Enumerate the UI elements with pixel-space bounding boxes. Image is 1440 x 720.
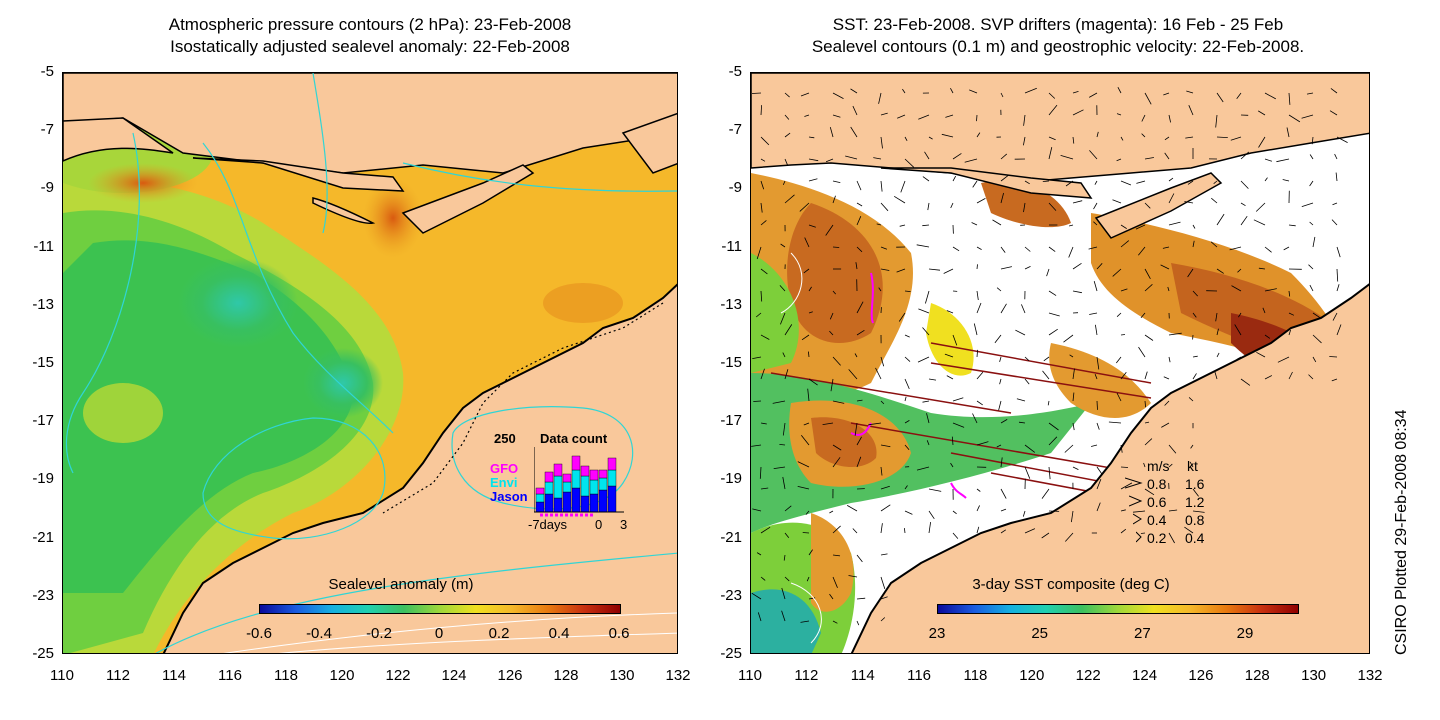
velocity-legend-header-kt: kt [1187,458,1198,474]
right-x-tick-1: 112 [794,667,819,684]
right-title-line2: Sealevel contours (0.1 m) and geostrophi… [811,37,1305,56]
right-x-tick-11: 132 [1357,667,1383,684]
right-title-line1: SST: 23-Feb-2008. SVP drifters (magenta)… [832,15,1284,34]
right-x-tick-7: 124 [1132,667,1158,684]
left-y-tick-8: -21 [32,528,54,546]
left-title-line1: Atmospheric pressure contours (2 hPa): 2… [168,15,572,34]
right-y-tick-6: -17 [720,412,742,430]
velocity-legend-ms-2: 0.4 [1147,512,1167,528]
left-x-tick-2: 114 [162,667,186,684]
velocity-legend: m/s kt 0.8 1.6 0.6 1.2 0.4 0.8 0.2 0.4 [1123,458,1223,548]
plot-credit-text: CSIRO Plotted 29-Feb-2008 08:34 [1393,409,1410,655]
left-y-tick-2: -9 [40,179,54,197]
inset-legend-gfo: GFO [490,461,519,476]
right-y-tick-10: -25 [720,645,742,662]
velocity-legend-arrow-icon [1135,530,1156,547]
inset-title: Data count [540,431,608,446]
sealevel-colorbar-tick-5: 0.4 [548,625,570,642]
sealevel-colorbar [259,604,621,614]
sealevel-colorbar-tick-1: -0.4 [306,625,332,642]
sst-colorbar [937,604,1299,614]
right-x-tick-10: 130 [1301,667,1327,684]
velocity-legend-arrow-icon [1124,476,1145,493]
sst-map[interactable]: m/s kt 0.8 1.6 0.6 1.2 0.4 0.8 0.2 0.4 3-day SS… [750,72,1370,654]
sst-colorbar-tick-3: 29 [1236,625,1254,642]
left-x-tick-4: 118 [274,667,298,684]
data-count-inset: 250 Data count GFO Envi Jason -7days 0 3 [478,421,638,532]
velocity-legend-ms-3: 0.2 [1147,530,1167,546]
left-x-tick-1: 112 [106,667,130,684]
velocity-legend-header-ms: m/s [1147,458,1170,474]
left-y-tick-4: -13 [32,295,54,313]
sealevel-colorbar-tick-3: 0 [434,625,444,642]
sealevel-colorbar-tick-2: -0.2 [366,625,392,642]
velocity-legend-kt-3: 0.4 [1185,530,1205,546]
left-x-tick-11: 132 [665,667,691,684]
left-y-tick-3: -11 [33,237,54,255]
sealevel-map-graphic [63,73,677,653]
right-y-tick-2: -9 [728,179,742,197]
inset-x-label-zero: 0 [595,517,603,532]
right-y-tick-3: -11 [721,237,742,255]
right-x-tick-5: 120 [1019,667,1045,684]
right-y-tick-8: -21 [720,528,742,546]
right-y-tick-5: -15 [720,354,742,371]
right-y-tick-1: -7 [728,121,742,139]
velocity-legend-arrow-icon [1128,494,1149,511]
inset-count-label: 250 [494,431,516,446]
right-x-tick-2: 114 [850,667,875,684]
velocity-legend-kt-1: 1.2 [1185,494,1205,510]
sealevel-colorbar-tick-4: 0.2 [488,625,510,642]
right-x-tick-0: 110 [738,667,762,684]
right-x-tick-8: 126 [1188,667,1214,684]
inset-bars [534,447,624,517]
sst-map-graphic [751,73,1369,653]
left-title-line2: Isostatically adjusted sealevel anomaly:… [170,37,570,56]
right-panel-title: SST: 23-Feb-2008. SVP drifters (magenta)… [748,14,1368,58]
left-x-tick-9: 128 [553,667,579,684]
left-y-tick-10: -25 [32,645,54,662]
right-y-tick-7: -19 [720,470,742,488]
right-x-tick-6: 122 [1075,667,1101,684]
sealevel-colorbar-tick-0: -0.6 [246,625,272,642]
left-y-tick-9: -23 [32,586,54,604]
inset-legend-jason: Jason [490,489,528,504]
sealevel-colorbar-title: Sealevel anomaly (m) [328,576,474,593]
sst-colorbar-title: 3-day SST composite (deg C) [972,576,1170,593]
left-x-tick-10: 130 [609,667,635,684]
sealevel-anomaly-map[interactable]: 250 Data count GFO Envi Jason -7days 0 3… [62,72,678,654]
velocity-legend-kt-2: 0.8 [1185,512,1205,528]
sealevel-colorbar-tick-6: 0.6 [608,625,630,642]
left-x-tick-6: 122 [385,667,411,684]
sst-colorbar-tick-1: 25 [1031,625,1048,642]
right-y-tick-4: -13 [720,295,742,313]
left-x-tick-3: 116 [218,667,242,684]
velocity-legend-ms-0: 0.8 [1147,476,1167,492]
left-x-tick-7: 124 [441,667,467,684]
right-x-tick-3: 116 [907,667,932,684]
right-y-tick-0: -5 [728,63,742,80]
velocity-legend-kt-0: 1.6 [1185,476,1205,492]
left-y-tick-1: -7 [40,121,54,139]
velocity-legend-ms-1: 0.6 [1147,494,1167,510]
right-x-tick-9: 128 [1244,667,1270,684]
right-y-tick-9: -23 [720,586,742,604]
right-x-tick-4: 118 [963,667,988,684]
left-panel-title: Atmospheric pressure contours (2 hPa): 2… [62,14,678,58]
left-y-tick-0: -5 [40,63,54,80]
left-y-tick-6: -17 [32,412,54,430]
left-x-tick-5: 120 [329,667,355,684]
left-y-tick-7: -19 [32,470,54,488]
inset-x-label-end: 3 [620,517,628,532]
left-x-tick-0: 110 [50,667,74,684]
inset-x-label-start: -7days [528,517,568,532]
left-x-tick-8: 126 [497,667,523,684]
velocity-legend-arrow-icon [1132,512,1153,529]
left-y-tick-5: -15 [32,354,54,371]
sst-colorbar-tick-2: 27 [1133,625,1151,642]
sst-colorbar-tick-0: 23 [928,625,946,642]
inset-legend-envi: Envi [490,475,518,490]
